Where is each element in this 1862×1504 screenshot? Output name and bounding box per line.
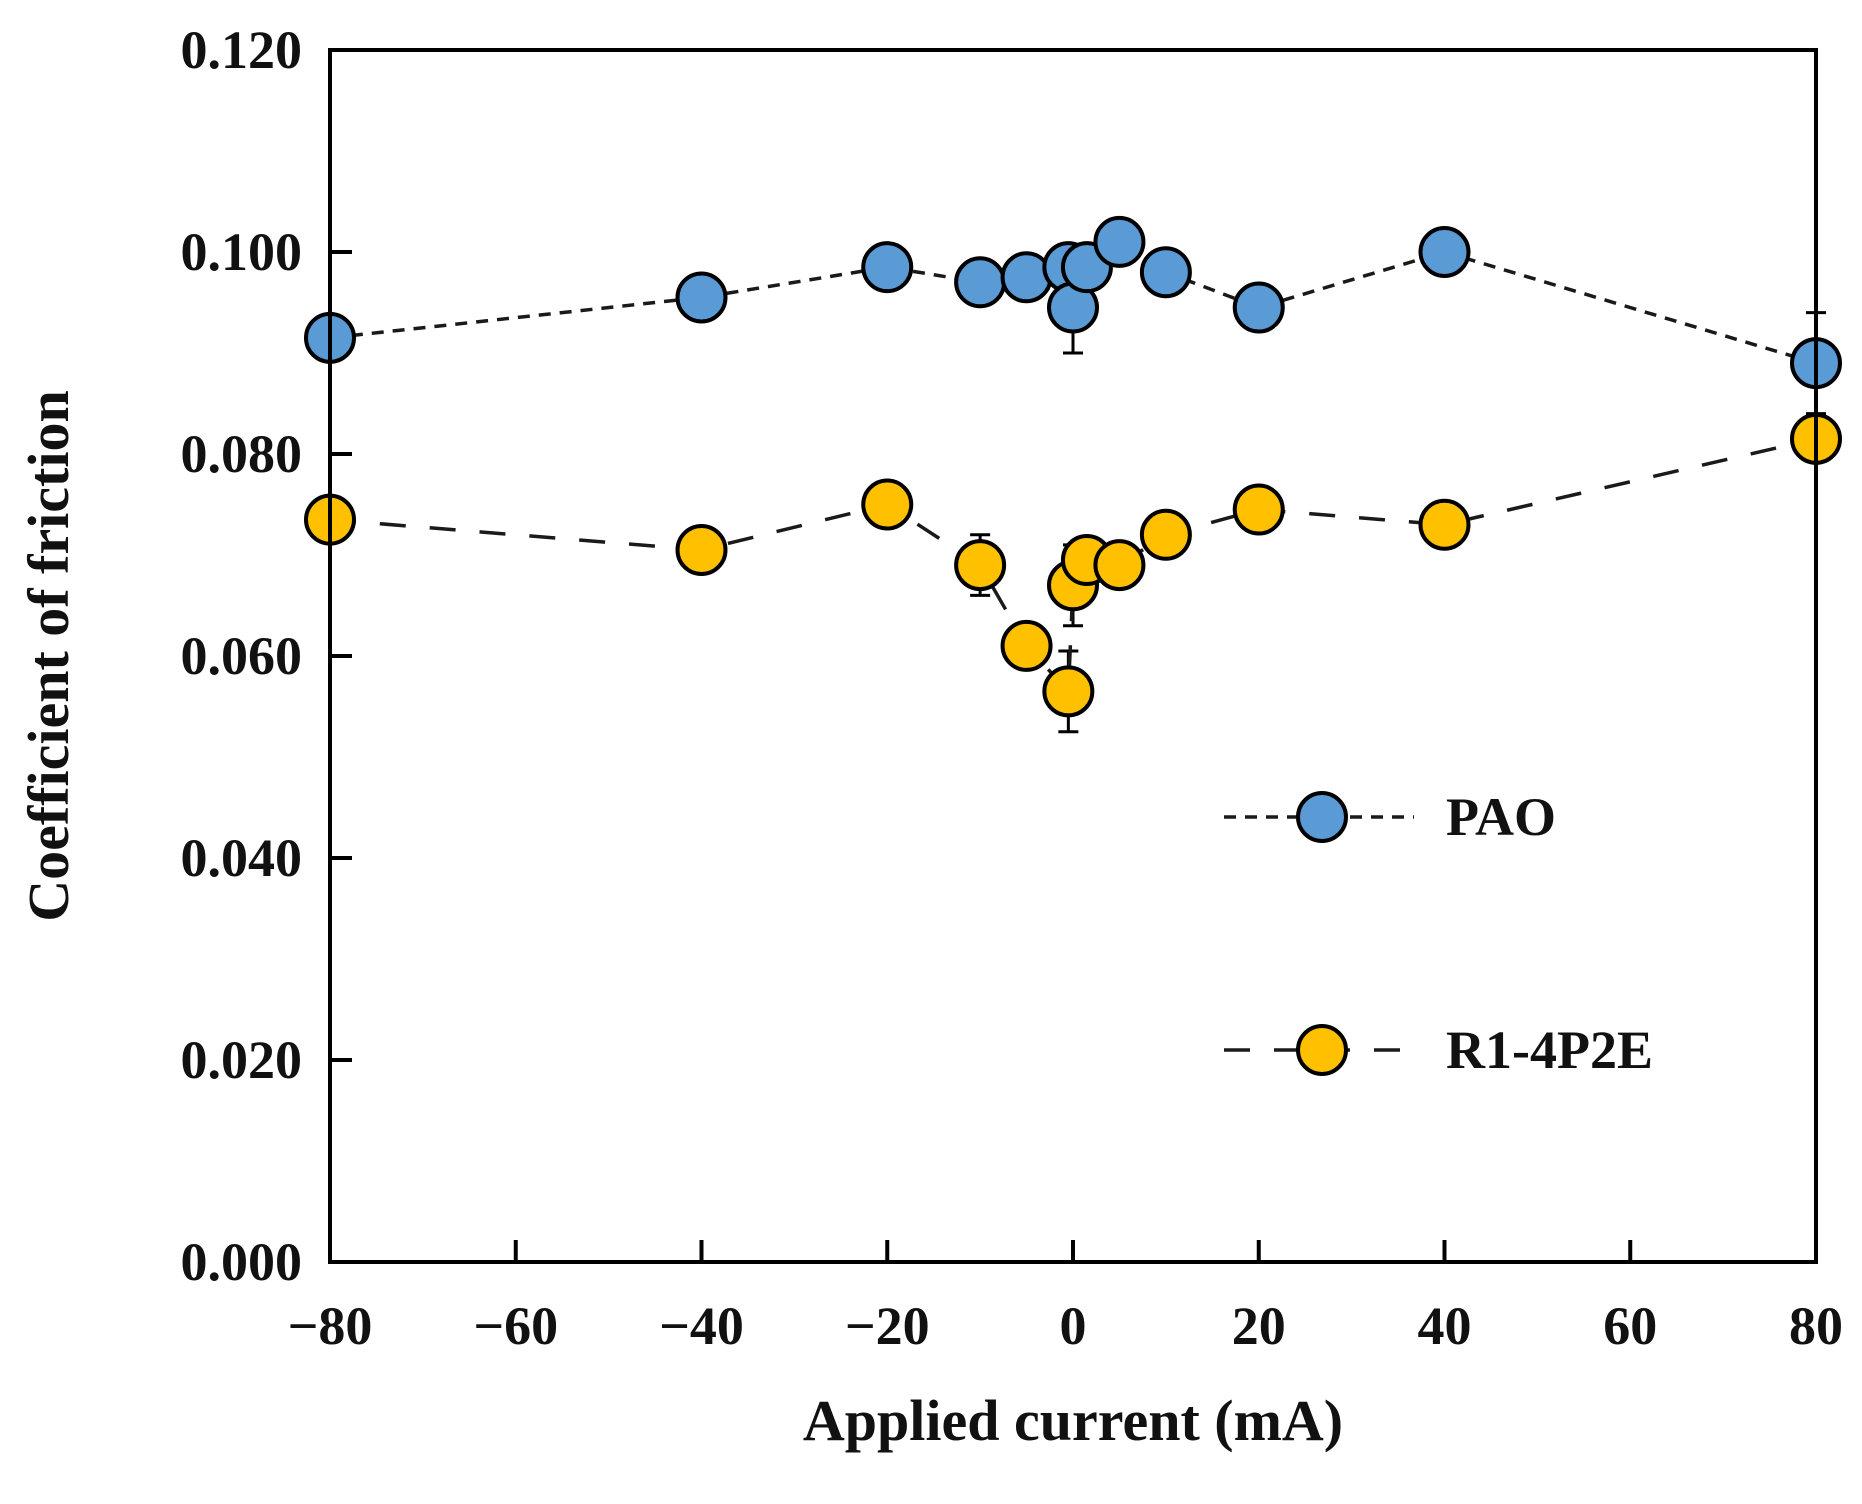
series-points [304, 215, 1842, 718]
data-point-r1-4p2e [1000, 619, 1053, 672]
data-point-r1-4p2e [1418, 498, 1471, 551]
data-point-pao [675, 271, 728, 324]
x-tick-label: 0 [1060, 1296, 1087, 1356]
legend-label-pao: PAO [1446, 787, 1556, 847]
data-point-pao [861, 241, 914, 294]
data-point-r1-4p2e [1139, 508, 1192, 561]
legend-entry-r1-4p2e: R1-4P2E [1224, 1020, 1653, 1080]
x-axis-title: Applied current (mA) [803, 1388, 1343, 1453]
legend-marker-pao [1296, 791, 1348, 843]
data-point-pao [1232, 281, 1285, 334]
data-point-r1-4p2e [675, 523, 728, 576]
x-axis-ticks: −80 −60 −40 −20 0 20 40 60 80 [288, 1240, 1843, 1356]
legend-label-r1-4p2e: R1-4P2E [1446, 1020, 1653, 1080]
y-axis-title: Coefficient of friction [16, 390, 81, 921]
data-point-pao [1093, 215, 1146, 268]
legend-entry-pao: PAO [1224, 787, 1556, 847]
data-point-r1-4p2e [861, 478, 914, 531]
data-point-pao [1139, 246, 1192, 299]
data-point-r1-4p2e [954, 539, 1007, 592]
x-tick-label: 40 [1418, 1296, 1472, 1356]
data-point-pao [954, 256, 1007, 309]
y-axis-ticks: 0.000 0.020 0.040 0.060 0.080 0.100 0.120 [181, 20, 352, 1292]
y-tick-label: 0.000 [181, 1232, 303, 1292]
x-tick-label: −80 [288, 1296, 373, 1356]
plot-area-frame [328, 48, 1818, 1264]
data-point-pao [1418, 226, 1471, 278]
x-tick-label: 60 [1603, 1296, 1657, 1356]
y-tick-label: 0.100 [181, 222, 303, 282]
x-tick-label: −20 [845, 1296, 930, 1356]
data-point-r1-4p2e [1232, 483, 1285, 536]
x-tick-label: 80 [1789, 1296, 1843, 1356]
data-point-r1-4p2e [1093, 539, 1146, 592]
x-tick-label: 20 [1232, 1296, 1286, 1356]
legend-marker-r1-4p2e [1296, 1024, 1348, 1076]
y-tick-label: 0.020 [181, 1030, 303, 1090]
y-tick-label: 0.120 [181, 20, 303, 80]
x-tick-label: −60 [473, 1296, 558, 1356]
y-tick-label: 0.040 [181, 828, 303, 888]
data-point-r1-4p2e [1042, 665, 1095, 718]
legend: PAO R1-4P2E [1224, 787, 1653, 1080]
x-tick-label: −40 [659, 1296, 744, 1356]
y-tick-label: 0.060 [181, 626, 303, 686]
y-tick-label: 0.080 [181, 424, 303, 484]
